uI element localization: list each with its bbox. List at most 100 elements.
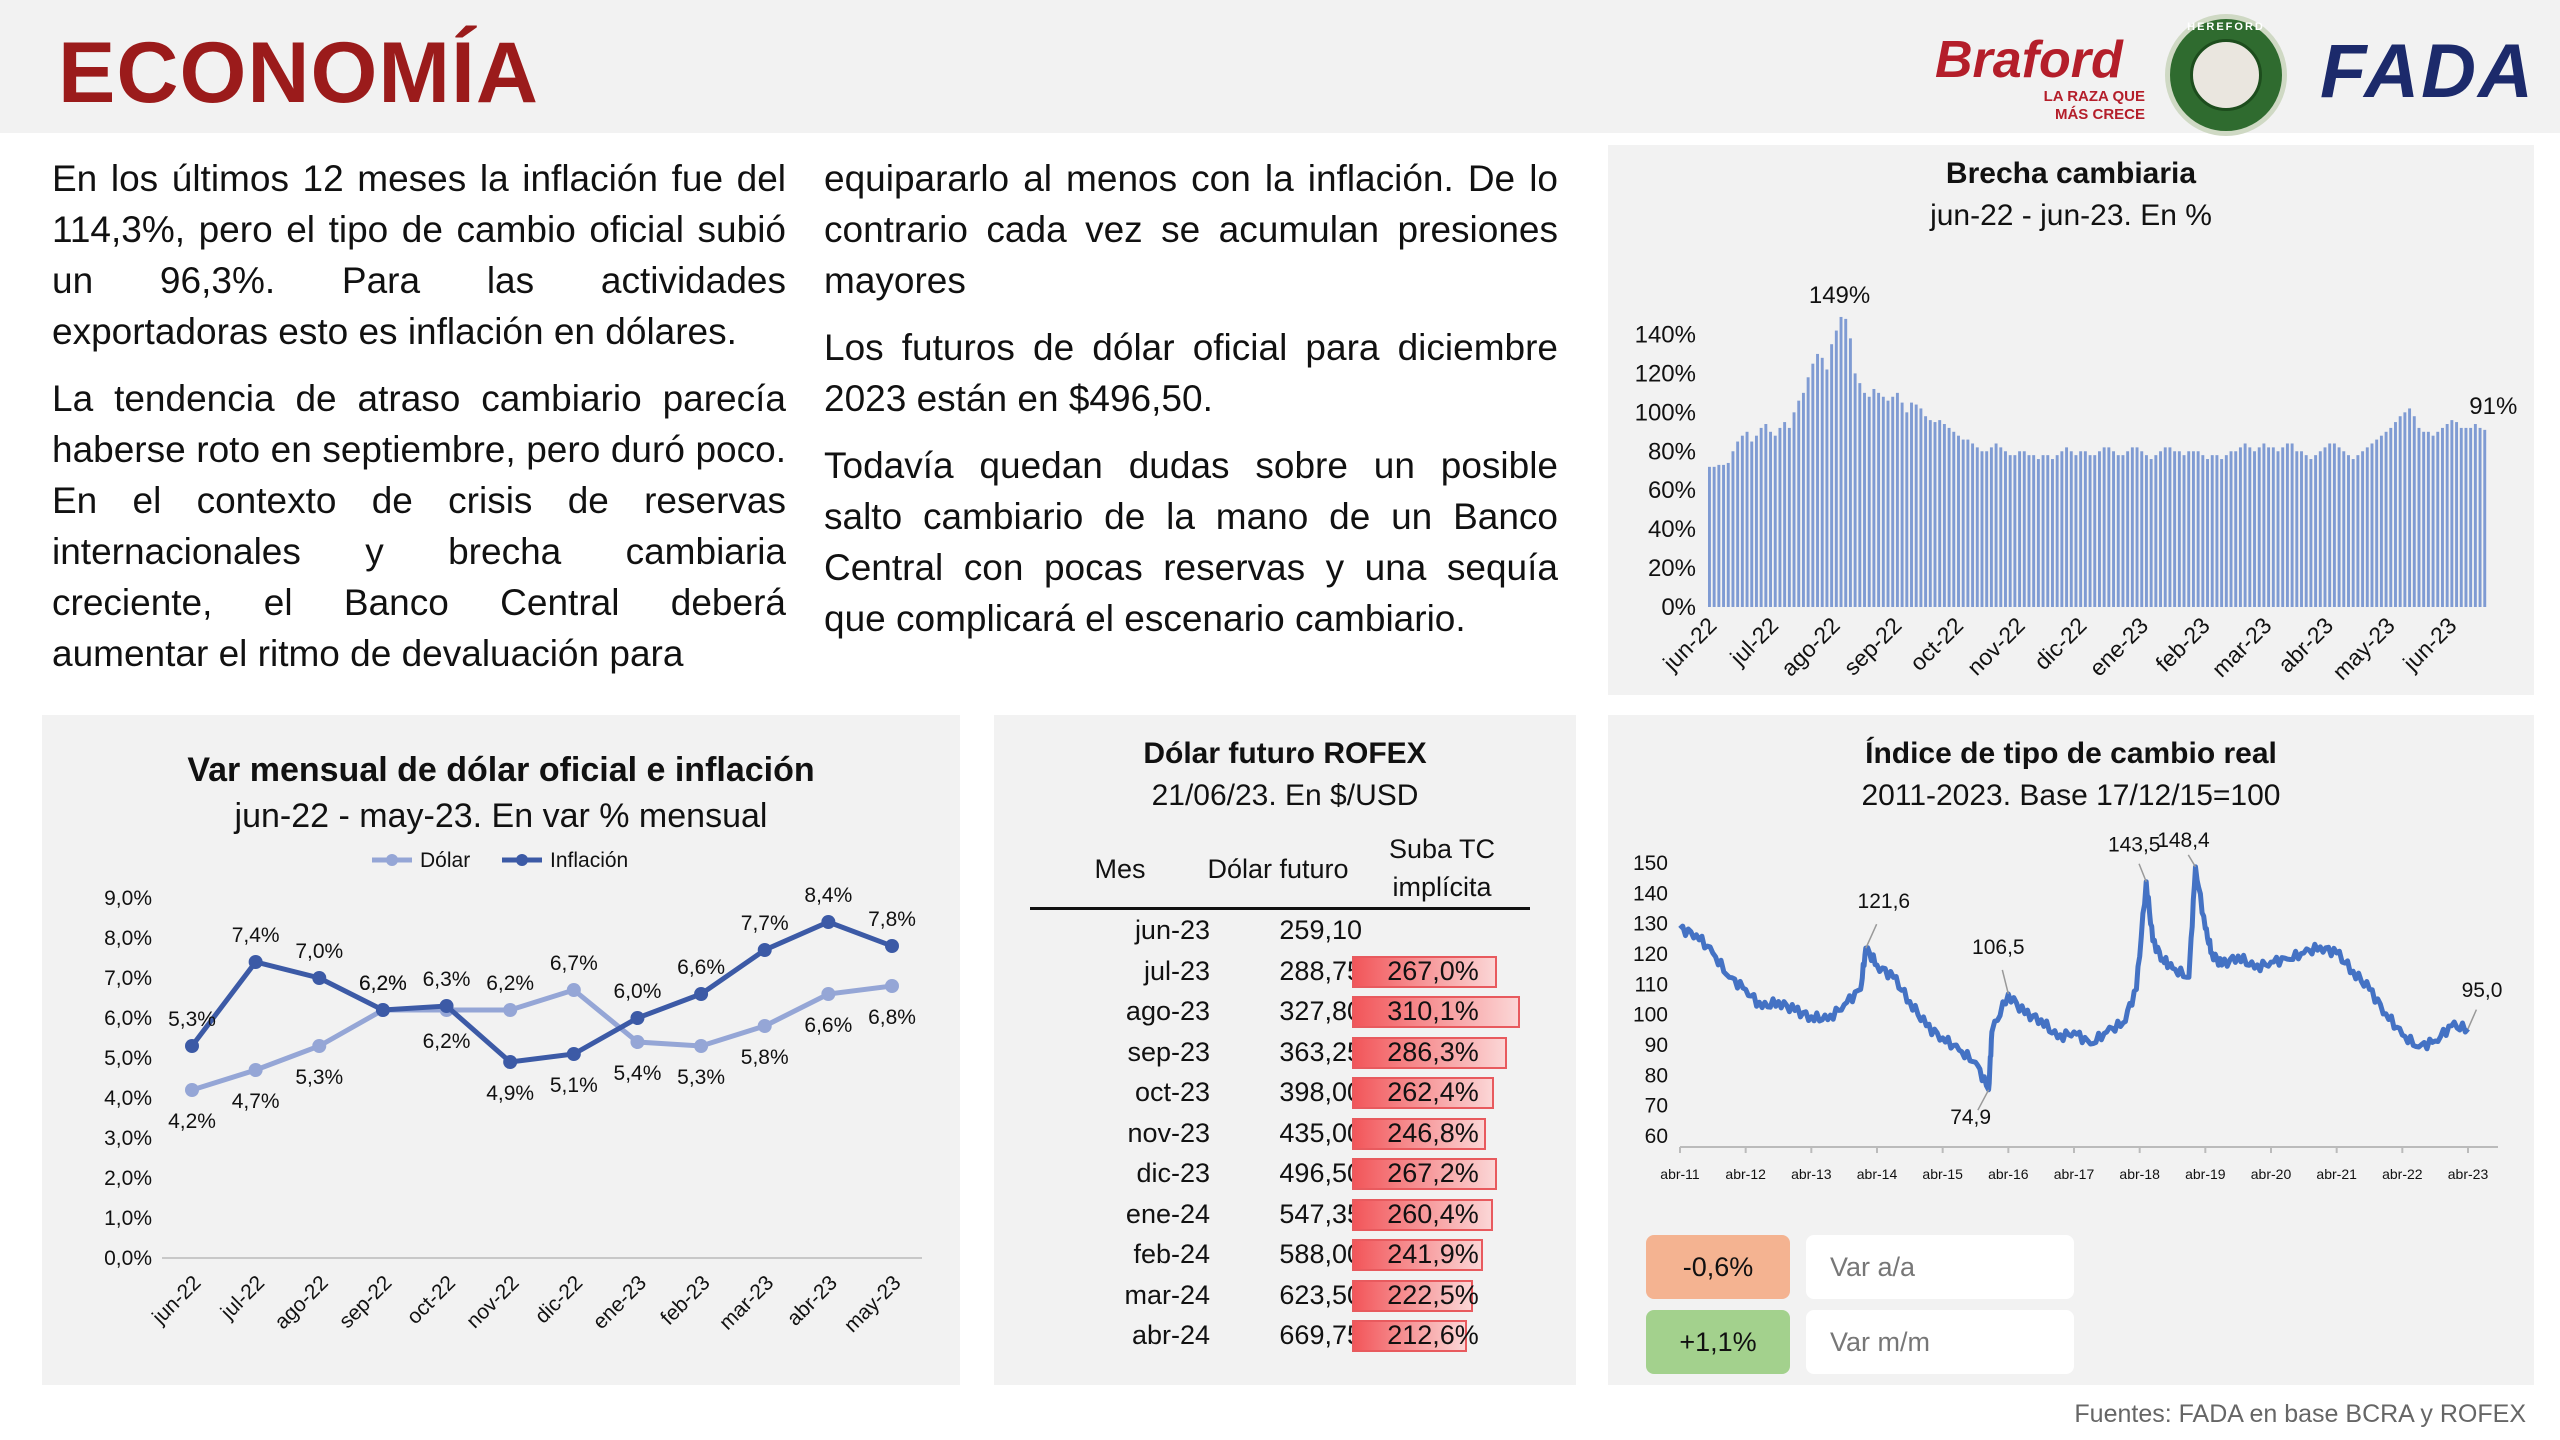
itcr-line	[1678, 864, 2470, 1093]
rofex-table: Mes Dólar futuro Suba TC implícita jun-2…	[1030, 830, 1530, 1356]
brecha-bar	[1914, 404, 1918, 607]
sources-footer: Fuentes: FADA en base BCRA y ROFEX	[2074, 1400, 2526, 1428]
brecha-bar	[2370, 443, 2374, 607]
chart-title: Brecha cambiaria	[1945, 157, 2197, 190]
data-label: 4,7%	[232, 1090, 280, 1113]
x-tick-label: oct-22	[1905, 612, 1969, 676]
x-tick-label: abr-12	[1725, 1166, 1766, 1182]
cell-dolar-futuro: 669,75	[1279, 1320, 1362, 1350]
annotation-leader	[2467, 1009, 2478, 1030]
var-mensual-chart: 0,0% 1,0% 2,0% 3,0% 4,0% 5,0% 6,0% 7,0% 8,0% 9,0%…	[104, 849, 922, 1337]
y-tick-label: 80%	[1648, 438, 1696, 465]
cell-suba: 212,6%	[1387, 1320, 1479, 1350]
brecha-bar	[1811, 363, 1815, 607]
chart-subtitle: jun-22 - jun-23. En %	[1930, 199, 2212, 232]
y-tick-label: 3,0%	[104, 1127, 152, 1150]
brecha-bar	[1769, 431, 1772, 607]
brecha-bar	[1778, 427, 1782, 607]
cell-mes: mar-24	[1124, 1279, 1210, 1310]
brecha-bar	[1985, 451, 1989, 607]
data-point	[630, 1035, 645, 1049]
brecha-bar	[1801, 392, 1805, 607]
brecha-bar	[2318, 451, 2322, 607]
brecha-bar	[1750, 441, 1754, 607]
data-point	[185, 1083, 199, 1097]
table-row: feb-24 588,00 241,9%	[1030, 1234, 1530, 1275]
paragraph: En los últimos 12 meses la inflación fue…	[52, 158, 786, 352]
data-point	[821, 987, 836, 1001]
brecha-bar	[2328, 443, 2332, 607]
brecha-bar	[2140, 451, 2144, 607]
chart-title: Índice de tipo de cambio real	[1865, 737, 2277, 770]
brecha-bar	[2215, 455, 2219, 607]
column-header-implicita: implícita	[1392, 872, 1492, 902]
data-point	[821, 915, 836, 929]
x-tick-label: dic-22	[2029, 612, 2092, 675]
data-point	[694, 987, 709, 1001]
brecha-bar	[1952, 431, 1956, 607]
table-row: mar-24 623,50 222,5%	[1030, 1275, 1530, 1316]
brecha-bar	[2314, 455, 2318, 607]
brecha-bar	[2065, 447, 2069, 607]
brecha-bar	[1933, 422, 1937, 607]
y-tick-label: 90	[1645, 1034, 1668, 1057]
data-point	[312, 971, 327, 985]
y-tick-label: 7,0%	[104, 967, 152, 990]
brecha-bar	[2309, 459, 2313, 607]
brecha-bar	[1834, 330, 1838, 607]
brecha-bar	[1867, 396, 1871, 607]
paragraph: Los futuros de dólar oficial para diciem…	[824, 327, 1558, 419]
brecha-bar	[2267, 447, 2271, 607]
x-tick-label: sep-22	[1838, 612, 1906, 680]
rofex-table-panel: Dólar futuro ROFEX 21/06/23. En $/USD Me…	[994, 715, 1576, 1385]
legend-label: Inflación	[550, 849, 628, 872]
brecha-bar	[2027, 455, 2031, 607]
cell-dolar-futuro: 398,00	[1279, 1077, 1362, 1107]
brecha-bar	[1919, 408, 1923, 607]
cell-dolar-futuro: 435,00	[1279, 1117, 1362, 1148]
data-point	[312, 1039, 327, 1053]
brecha-bar	[2248, 447, 2252, 607]
brecha-bar	[2253, 451, 2256, 607]
cell-mes: ene-24	[1125, 1198, 1210, 1229]
cell-suba: 267,0%	[1387, 955, 1479, 986]
brecha-bar	[2079, 451, 2083, 607]
y-tick-label: 60	[1645, 1125, 1668, 1148]
table-row: ene-24 547,35 260,4%	[1030, 1194, 1530, 1235]
cell-mes: jun-23	[1134, 915, 1210, 945]
brecha-bar	[2004, 451, 2007, 607]
cell-dolar-futuro: 259,10	[1279, 915, 1362, 945]
brecha-bar	[2093, 455, 2097, 607]
data-label: 4,9%	[486, 1082, 534, 1105]
y-tick-label: 0%	[1661, 594, 1696, 621]
x-tick-label: nov-22	[462, 1271, 524, 1333]
brecha-bar	[1848, 338, 1852, 607]
y-tick-label: 70	[1645, 1095, 1668, 1118]
brecha-bar	[2285, 443, 2289, 607]
column-header-mes: Mes	[1094, 854, 1146, 884]
data-point	[694, 1039, 709, 1053]
brecha-bar	[2375, 439, 2379, 607]
brecha-bar	[1825, 369, 1829, 607]
brecha-bar	[2455, 422, 2459, 607]
brecha-bar	[2149, 459, 2153, 607]
brecha-bar	[2177, 451, 2181, 607]
brecha-bar	[1783, 422, 1787, 607]
text-column-right: equipararlo al menos con la inflación. D…	[824, 153, 1558, 660]
data-point	[503, 1055, 518, 1069]
data-bar	[1352, 996, 1520, 1028]
data-point	[248, 955, 263, 969]
brecha-bar	[2281, 447, 2285, 607]
brecha-bar	[2342, 451, 2346, 607]
brecha-bar	[1928, 420, 1932, 607]
cell-dolar-futuro: 496,50	[1279, 1158, 1362, 1188]
brecha-bar	[2102, 447, 2106, 607]
annotation-leader	[2001, 969, 2010, 995]
data-label: 7,8%	[868, 908, 916, 931]
brecha-bar	[1895, 392, 1899, 607]
brecha-bar	[2403, 412, 2407, 607]
brecha-bar	[2412, 416, 2416, 607]
data-label: 7,7%	[741, 912, 789, 935]
table-row: jun-23 259,10	[1030, 910, 1530, 951]
brecha-bar	[2229, 451, 2233, 607]
